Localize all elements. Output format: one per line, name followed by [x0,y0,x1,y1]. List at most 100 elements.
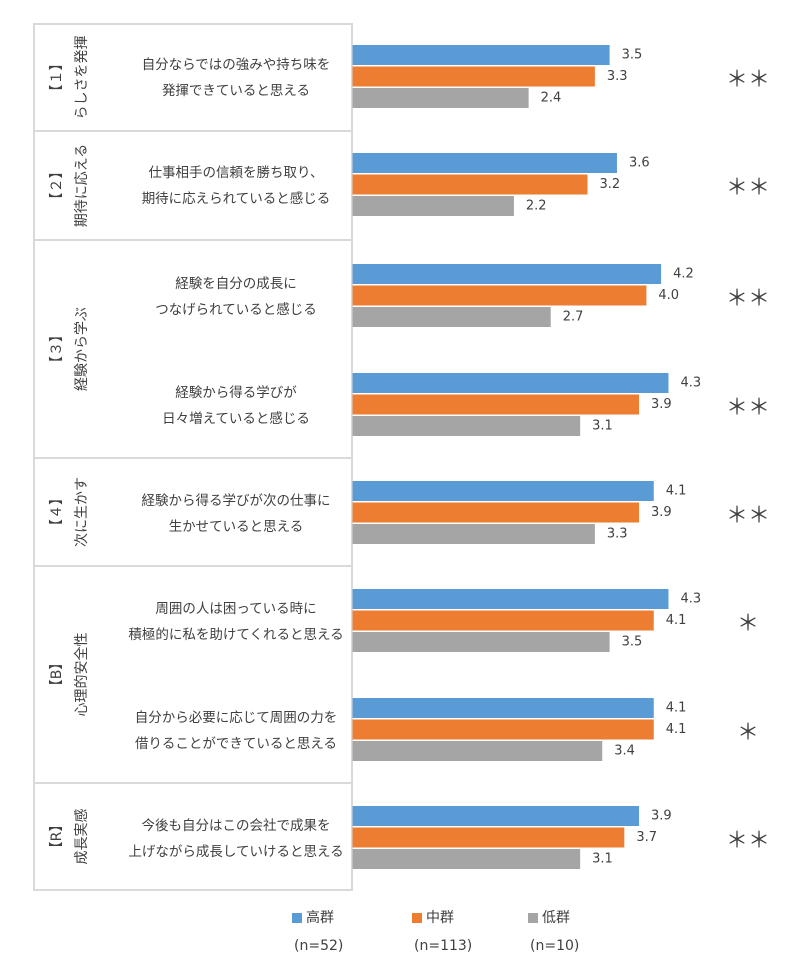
significance-mark: ＊＊ [726,504,770,529]
data-label: 4.1 [666,484,687,499]
significance-mark: ＊＊ [726,176,770,201]
legend-n: (n=10) [530,938,579,954]
bar-低群 [352,849,581,869]
data-label: 2.4 [541,91,562,106]
bar-中群 [352,394,640,415]
legend-label: 低群 [542,910,570,926]
bar-中群 [352,502,640,523]
data-label: 4.0 [658,288,679,303]
item-label: 期待に応えられていると感じる [142,190,331,207]
item-label: 自分から必要に応じて周囲の力を [135,710,338,726]
item-label: 上げながら成長していけると思える [128,844,343,860]
bar-高群 [352,806,640,826]
data-label: 3.7 [636,830,657,845]
bar-高群 [352,698,654,718]
legend-swatch [292,913,302,923]
group-bracket: 【１】 [49,57,65,99]
item-label: 経験から得る学びが [175,384,297,401]
item-label: 今後も自分はこの会社で成果を [142,818,331,834]
group-name: 期待に応える [74,144,90,228]
bar-低群 [352,524,595,544]
significance-mark: ＊＊ [726,829,770,854]
item-label: 経験を自分の成長に [175,276,297,292]
bar-高群 [352,153,617,173]
item-label: 生かせていると思える [169,519,304,535]
significance-mark: ＊＊ [726,287,770,312]
bar-高群 [352,264,662,284]
group-bracket: 【４】 [49,491,65,533]
group-cell [33,23,353,132]
data-label: 3.9 [651,809,672,824]
group-cell [33,457,353,567]
group-cell [33,782,353,891]
item-label: 自分ならではの強みや持ち味を [142,57,331,73]
bar-中群 [352,719,654,740]
bar-低群 [352,88,529,108]
significance-mark: ＊＊ [726,396,770,421]
bar-低群 [352,741,603,761]
group-cell [33,239,353,459]
bar-中群 [352,610,654,631]
group-name: 心理的安全性 [73,633,90,717]
data-label: 3.2 [600,177,621,192]
group-name: 成長実感 [73,809,90,865]
item-label: 日々増えていると感じる [162,410,310,427]
data-label: 4.1 [666,613,687,628]
bar-低群 [352,416,581,436]
item-label: 発揮できていると思える [162,83,310,99]
data-label: 3.6 [629,156,650,171]
group-bracket: 【R】 [49,818,65,856]
legend-label: 中群 [426,910,454,926]
bar-高群 [352,589,669,609]
item-label: 周囲の人は困っている時に [155,601,316,617]
item-label: つなげられていると感じる [155,301,317,318]
data-label: 4.3 [680,592,701,607]
data-label: 3.3 [607,527,628,542]
data-label: 3.5 [622,635,643,650]
group-bracket: 【３】 [49,328,65,370]
bar-中群 [352,285,647,306]
group-bracket: 【２】 [49,165,65,207]
item-label: 仕事相手の信頼を勝ち取り、 [149,165,324,181]
legend-swatch [412,913,422,923]
legend-swatch [528,913,538,923]
data-label: 3.9 [651,397,672,412]
significance-mark: ＊ [737,612,759,637]
bar-高群 [352,45,610,65]
bar-低群 [352,632,610,652]
group-name: 経験から学ぶ [74,307,90,391]
legend-n: (n=52) [294,938,343,954]
group-name: 次に生かす [74,477,90,547]
bar-中群 [352,827,625,848]
item-label: 経験から得る学びが次の仕事に [142,492,331,509]
group-cell [33,565,353,784]
data-label: 3.1 [592,419,613,434]
bar-高群 [352,373,669,393]
legend-n: (n=113) [414,938,472,954]
bar-高群 [352,481,654,501]
data-label: 3.5 [622,48,643,63]
data-label: 2.2 [526,199,547,214]
data-label: 4.3 [680,376,701,391]
data-label: 3.1 [592,852,613,867]
legend-label: 高群 [306,909,334,926]
data-label: 2.7 [563,310,584,325]
item-label: 積極的に私を助けてくれると思える [128,627,343,643]
item-label: 借りることができていると思える [135,736,337,752]
bar-中群 [352,66,595,87]
data-label: 4.1 [666,722,687,737]
data-label: 3.9 [651,505,672,520]
bar-低群 [352,196,514,216]
data-label: 4.1 [666,701,687,716]
bar-中群 [352,174,588,195]
group-name: らしさを発揮 [74,36,90,120]
data-label: 3.4 [614,744,635,759]
significance-mark: ＊ [737,721,759,746]
group-bracket: 【B】 [49,656,65,694]
data-label: 4.2 [673,267,694,282]
significance-mark: ＊＊ [726,68,770,93]
data-label: 3.3 [607,69,628,84]
group-cell [33,130,353,241]
bar-低群 [352,307,551,327]
